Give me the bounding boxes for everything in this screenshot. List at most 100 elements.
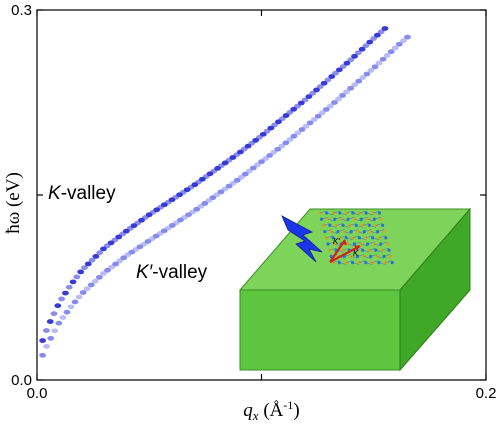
- series-0-point: [335, 67, 343, 73]
- series-0-point: [297, 100, 305, 106]
- series-0-point: [263, 128, 271, 134]
- series-1-point: [294, 130, 302, 136]
- series-1: [39, 34, 411, 358]
- series-1-point: [100, 271, 107, 276]
- series-1-point: [318, 110, 326, 116]
- series-0-point: [88, 257, 96, 263]
- lattice-bond: [374, 243, 381, 247]
- series-1-point: [314, 113, 322, 119]
- series-0-point: [73, 274, 81, 280]
- lattice-atom: [326, 217, 330, 221]
- lattice-bond: [361, 216, 368, 220]
- series-1-point: [270, 149, 278, 155]
- series-1-point: [63, 309, 71, 315]
- x-label-superscript: -1: [283, 398, 293, 412]
- series-1-point: [327, 103, 334, 109]
- lattice-bond: [350, 256, 358, 259]
- series-0-point: [377, 29, 385, 35]
- lattice-atom: [381, 223, 385, 227]
- series-1-point: [391, 45, 399, 51]
- plot-marks: [39, 26, 411, 358]
- lattice-atom: [353, 217, 357, 221]
- series-1-point: [47, 335, 55, 341]
- lattice-bond: [334, 216, 342, 220]
- series-0-point: [271, 122, 279, 128]
- series-1-point: [387, 49, 395, 55]
- series-1-point: [404, 34, 411, 40]
- lattice-bond: [369, 225, 377, 228]
- series-1-point: [298, 127, 306, 132]
- series-0-point: [358, 46, 366, 52]
- k-prime-arrowhead-icon: [340, 240, 347, 245]
- svg-text:ħω (eV): ħω (eV): [3, 172, 24, 234]
- lattice-bond: [349, 223, 357, 226]
- series-1-point: [290, 133, 298, 139]
- lattice-atom: [339, 217, 343, 221]
- lattice-bond: [365, 235, 373, 239]
- lattice-bond: [346, 210, 354, 214]
- lattice-bond: [352, 235, 360, 239]
- x-tick-label-2: 0.2: [476, 385, 497, 402]
- series-1-point: [355, 78, 363, 84]
- series-1-point: [249, 165, 257, 171]
- series-0-point: [286, 110, 294, 115]
- series-1-point: [39, 352, 47, 358]
- lattice-bond: [346, 237, 353, 241]
- series-1-point: [237, 174, 245, 180]
- lattice-bond: [344, 254, 352, 257]
- series-1-point: [116, 258, 124, 264]
- series-1-point: [241, 171, 249, 177]
- lattice-bond: [328, 218, 335, 222]
- lattice-bond: [357, 254, 365, 257]
- y-axis-label: ħω (eV): [3, 172, 24, 234]
- series-1-point: [87, 282, 95, 288]
- lattice-bond: [365, 262, 373, 265]
- series-0-point: [96, 250, 104, 256]
- series-0-point: [275, 119, 282, 125]
- series-1-point: [306, 120, 314, 126]
- lattice-bond: [352, 262, 360, 265]
- series-1-point: [282, 140, 290, 146]
- lattice-bond: [356, 225, 363, 228]
- series-0-point: [309, 90, 317, 96]
- series-1-point: [120, 255, 128, 261]
- inset-lattice: [318, 210, 394, 265]
- series-0-point: [347, 57, 355, 63]
- series-1-point: [359, 75, 367, 80]
- series-1-point: [367, 68, 375, 73]
- series-0-point: [366, 39, 374, 45]
- series-0-point: [69, 279, 77, 285]
- lattice-bond: [326, 235, 334, 239]
- inset-block-side: [399, 207, 471, 372]
- lattice-bond: [324, 229, 332, 232]
- inset-illustration: K′ K: [238, 207, 472, 372]
- x-label-symbol: q: [243, 400, 253, 421]
- x-label-close: ): [293, 400, 299, 421]
- lattice-bond: [329, 247, 337, 251]
- lattice-bond: [332, 237, 340, 241]
- lattice-bond: [351, 229, 358, 232]
- lattice-atom: [344, 236, 348, 240]
- k-arrowhead-icon: [354, 245, 360, 251]
- lattice-bond: [344, 231, 352, 234]
- series-1-point: [59, 315, 67, 320]
- series-1-point: [245, 168, 253, 174]
- lattice-atom: [379, 217, 383, 221]
- lattice-bond: [342, 247, 350, 251]
- lattice-atom: [357, 236, 361, 240]
- series-1-point: [258, 159, 265, 165]
- series-1-point: [83, 286, 91, 292]
- lattice-bond: [364, 229, 372, 232]
- series-1-point: [274, 146, 282, 152]
- lattice-bond: [354, 218, 362, 222]
- series-1-point: [335, 96, 342, 102]
- lattice-bond: [339, 262, 347, 265]
- series-0-point: [332, 70, 339, 76]
- series-0-point: [305, 94, 313, 100]
- series-1-point: [278, 143, 286, 149]
- lattice-bond: [367, 241, 375, 245]
- axis-ticks: 0.0 0.2 0.0 0.3: [11, 2, 496, 402]
- series-0-point: [324, 77, 332, 83]
- series-1-point: [266, 153, 274, 158]
- lattice-bond: [339, 212, 347, 216]
